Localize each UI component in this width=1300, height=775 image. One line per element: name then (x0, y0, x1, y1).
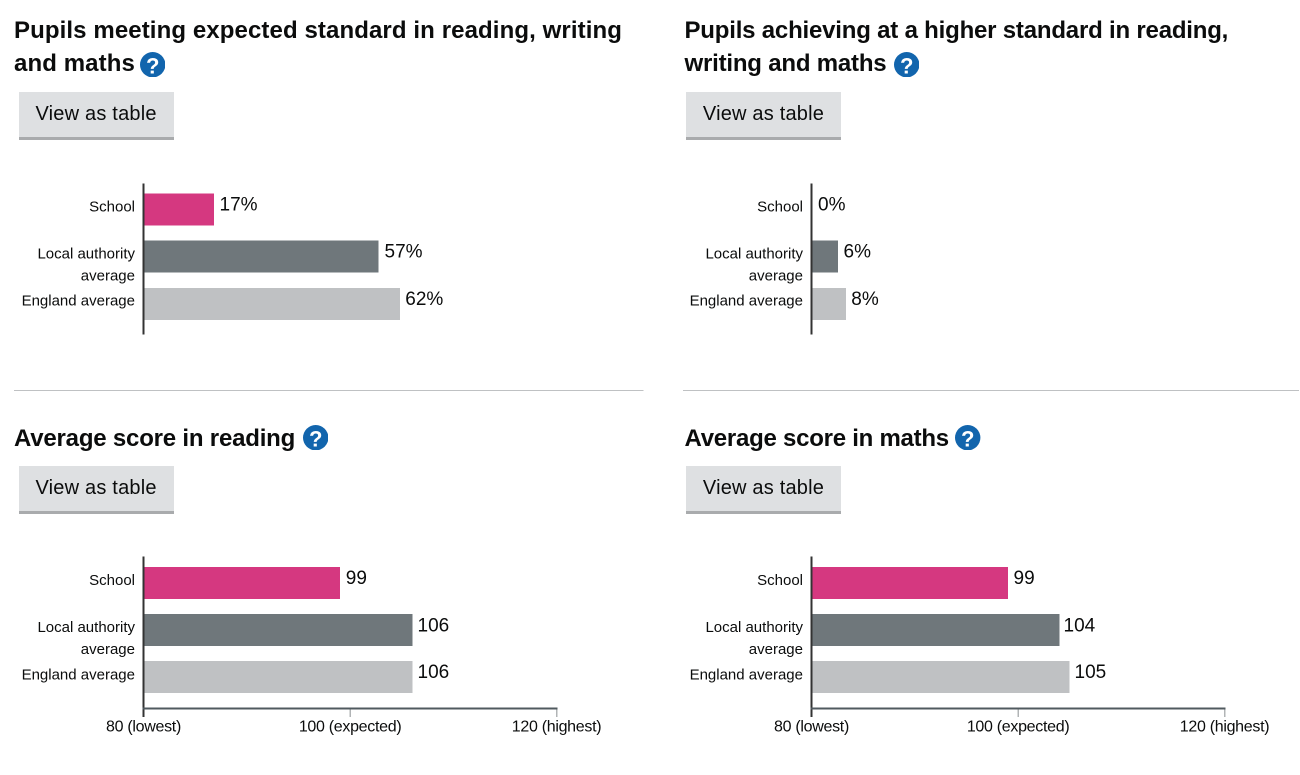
svg-text:57%: 57% (385, 242, 423, 263)
svg-text:120 (highest): 120 (highest) (512, 718, 602, 735)
svg-text:100 (expected): 100 (expected) (967, 718, 1070, 735)
svg-text:80 (lowest): 80 (lowest) (106, 718, 181, 735)
svg-text:average: average (81, 267, 135, 284)
svg-text:?: ? (146, 53, 159, 77)
svg-text:105: 105 (1075, 662, 1107, 683)
svg-text:100 (expected): 100 (expected) (299, 718, 402, 735)
svg-text:120 (highest): 120 (highest) (1180, 718, 1270, 735)
svg-text:average: average (749, 641, 803, 658)
svg-text:62%: 62% (405, 289, 443, 310)
svg-text:99: 99 (1014, 568, 1035, 589)
svg-text:School: School (89, 572, 135, 589)
svg-text:School: School (89, 199, 135, 216)
svg-text:104: 104 (1064, 615, 1096, 636)
svg-text:106: 106 (418, 615, 450, 636)
svg-text:6%: 6% (844, 242, 872, 263)
svg-text:Local authority: Local authority (37, 619, 135, 636)
svg-text:average: average (749, 267, 803, 284)
svg-text:School: School (757, 572, 803, 589)
svg-text:Local authority: Local authority (37, 245, 135, 262)
svg-text:?: ? (900, 53, 913, 77)
svg-text:Local authority: Local authority (705, 245, 803, 262)
svg-text:Local authority: Local authority (705, 619, 803, 636)
svg-text:17%: 17% (220, 194, 258, 215)
svg-text:England average: England average (22, 292, 135, 309)
svg-text:99: 99 (346, 568, 367, 589)
svg-text:8%: 8% (851, 289, 879, 310)
svg-text:106: 106 (418, 662, 450, 683)
svg-text:80 (lowest): 80 (lowest) (774, 718, 849, 735)
svg-text:England average: England average (690, 292, 803, 309)
svg-text:England average: England average (22, 666, 135, 683)
svg-text:England average: England average (690, 666, 803, 683)
svg-text:School: School (757, 199, 803, 216)
svg-text:?: ? (309, 426, 322, 450)
svg-text:?: ? (961, 426, 974, 450)
svg-text:0%: 0% (818, 194, 846, 215)
svg-text:average: average (81, 641, 135, 658)
